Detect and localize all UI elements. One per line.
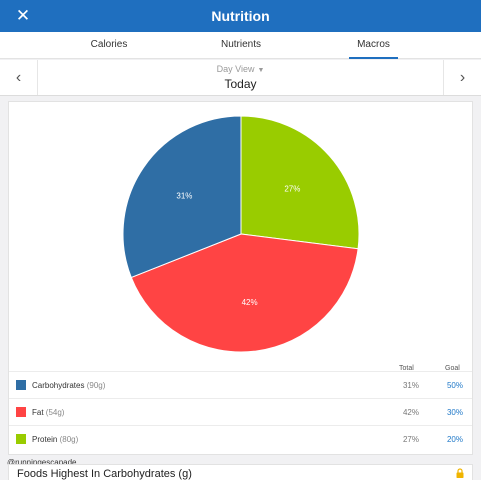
- day-navigator: ‹ Day View ▼ Today ›: [0, 60, 481, 96]
- foods-highest-section[interactable]: Foods Highest In Carbohydrates (g): [8, 464, 473, 480]
- pie-label-protein: 27%: [284, 185, 300, 194]
- foods-section-title: Foods Highest In Carbohydrates (g): [17, 468, 192, 480]
- watermark: @runningescapade: [7, 458, 77, 467]
- app-header: ✕ Nutrition: [0, 0, 481, 32]
- pie-slice-fat: [130, 233, 359, 352]
- macro-goal[interactable]: 50%: [446, 381, 463, 390]
- protein-swatch: [16, 434, 26, 444]
- pie-slice-protein: [240, 116, 359, 250]
- pie-label-fat: 42%: [242, 298, 258, 307]
- macro-goal[interactable]: 30%: [446, 408, 463, 417]
- macro-row-carbohydrates: Carbohydrates (90g) 31% 50%: [9, 371, 472, 398]
- macro-total: 31%: [402, 381, 419, 390]
- macro-total: 27%: [402, 435, 419, 444]
- carbohydrates-swatch: [16, 380, 26, 390]
- caret-down-icon: ▼: [257, 67, 265, 74]
- macro-name: Protein (80g): [32, 435, 79, 444]
- macro-total: 42%: [402, 408, 419, 417]
- chevron-left-icon[interactable]: ‹: [0, 60, 38, 95]
- fat-swatch: [16, 407, 26, 417]
- macro-row-fat: Fat (54g) 42% 30%: [9, 398, 472, 425]
- day-view-selector[interactable]: Day View ▼: [0, 64, 481, 74]
- macros-card: 27% 42% 31% Total Goal Carbohydrates (90g)…: [8, 101, 473, 455]
- tab-macros[interactable]: Macros: [349, 32, 398, 59]
- page-title: Nutrition: [211, 8, 270, 24]
- chevron-right-icon[interactable]: ›: [443, 60, 481, 95]
- day-view-label: Day View: [216, 64, 255, 74]
- close-icon[interactable]: ✕: [15, 6, 31, 25]
- macro-name: Fat (54g): [32, 408, 65, 417]
- goal-column-header: Goal: [445, 365, 460, 372]
- pie-label-carbohydrates: 31%: [176, 192, 192, 201]
- lock-icon: [456, 468, 464, 478]
- tab-calories[interactable]: Calories: [90, 39, 128, 50]
- pie-slice-carbohydrates: [123, 116, 242, 279]
- macro-row-protein: Protein (80g) 27% 20%: [9, 425, 472, 452]
- current-day-label: Today: [224, 77, 257, 91]
- macro-name: Carbohydrates (90g): [32, 381, 106, 390]
- tab-nutrients[interactable]: Nutrients: [220, 39, 261, 50]
- tab-bar: Calories Nutrients Macros: [0, 32, 481, 59]
- total-column-header: Total: [399, 365, 414, 372]
- macro-goal[interactable]: 20%: [446, 435, 463, 444]
- macros-pie-chart: 27% 42% 31%: [123, 116, 359, 352]
